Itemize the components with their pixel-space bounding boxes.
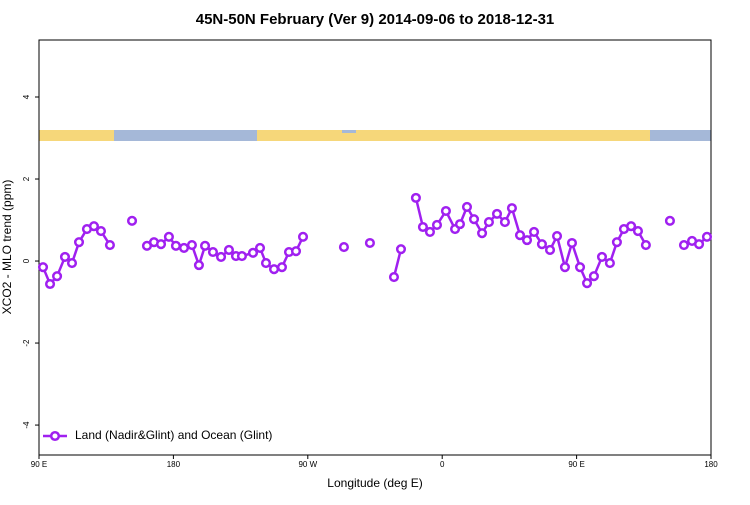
point (574, 262, 586, 273)
point (477, 228, 488, 239)
point (454, 219, 466, 230)
point (566, 237, 578, 249)
x-axis-label: Longitude (deg E) (327, 476, 422, 490)
point (410, 192, 421, 203)
point (163, 231, 174, 242)
point (626, 221, 637, 232)
point (207, 246, 219, 258)
point (701, 231, 713, 242)
point (66, 258, 78, 269)
point (544, 244, 556, 256)
point (528, 226, 540, 237)
point (269, 264, 280, 275)
y-tick-label: 4 (22, 94, 31, 99)
point (364, 237, 375, 249)
point (559, 262, 571, 273)
x-tick-label: 180 (167, 460, 181, 469)
point (417, 221, 428, 233)
point (200, 240, 211, 251)
point (461, 201, 473, 212)
point (678, 239, 690, 251)
point (588, 271, 599, 282)
point (604, 258, 615, 269)
point (88, 221, 100, 232)
point (95, 226, 107, 237)
legend-marker (49, 430, 61, 442)
series-line (41, 197, 708, 287)
y-tick-label: 2 (22, 176, 31, 181)
point (59, 251, 71, 262)
point (596, 251, 608, 262)
y-tick-label: -4 (22, 421, 31, 429)
point (514, 230, 526, 241)
point (536, 239, 548, 250)
point (664, 215, 675, 226)
chart-title: 45N-50N February (Ver 9) 2014-09-06 to 2… (196, 11, 555, 28)
point (521, 235, 533, 246)
point (45, 278, 56, 290)
y-axis-label: XCO2 - MLO trend (ppm) (0, 180, 14, 315)
point (297, 231, 309, 242)
point (431, 219, 443, 230)
x-tick-label: 90 E (568, 460, 584, 469)
map-strip (39, 130, 711, 141)
point (483, 217, 494, 228)
point (424, 226, 436, 237)
x-tick-label: 90 W (298, 460, 317, 469)
point (223, 244, 235, 256)
point (178, 242, 190, 253)
point (468, 214, 480, 225)
plot-frame (38, 39, 712, 456)
y-tick-label: -2 (22, 339, 31, 347)
point (186, 239, 197, 251)
point (215, 251, 227, 262)
point (395, 244, 407, 255)
point (440, 205, 451, 217)
point (506, 203, 517, 214)
x-tick-label: 0 (440, 460, 445, 469)
legend-label: Land (Nadir&Glint) and Ocean (Glint) (75, 428, 272, 442)
point (338, 242, 349, 253)
point (276, 262, 288, 273)
point (491, 208, 503, 219)
x-tick-label: 180 (704, 460, 718, 469)
point (582, 278, 593, 289)
point (290, 246, 302, 257)
point (499, 217, 510, 228)
point (632, 226, 644, 237)
point (388, 271, 400, 283)
x-tick-label: 90 E (31, 460, 47, 469)
point (611, 237, 622, 248)
point (104, 239, 115, 251)
point (170, 240, 181, 251)
point (260, 258, 272, 269)
point (247, 247, 259, 258)
point (254, 242, 266, 253)
point (694, 239, 705, 250)
point (155, 239, 167, 250)
point (193, 260, 204, 271)
point (236, 251, 247, 262)
point (126, 215, 138, 226)
point (640, 239, 651, 251)
point (37, 262, 49, 273)
y-tick-label: 0 (22, 258, 31, 263)
point (551, 230, 563, 242)
point (73, 237, 85, 248)
point (52, 271, 63, 282)
